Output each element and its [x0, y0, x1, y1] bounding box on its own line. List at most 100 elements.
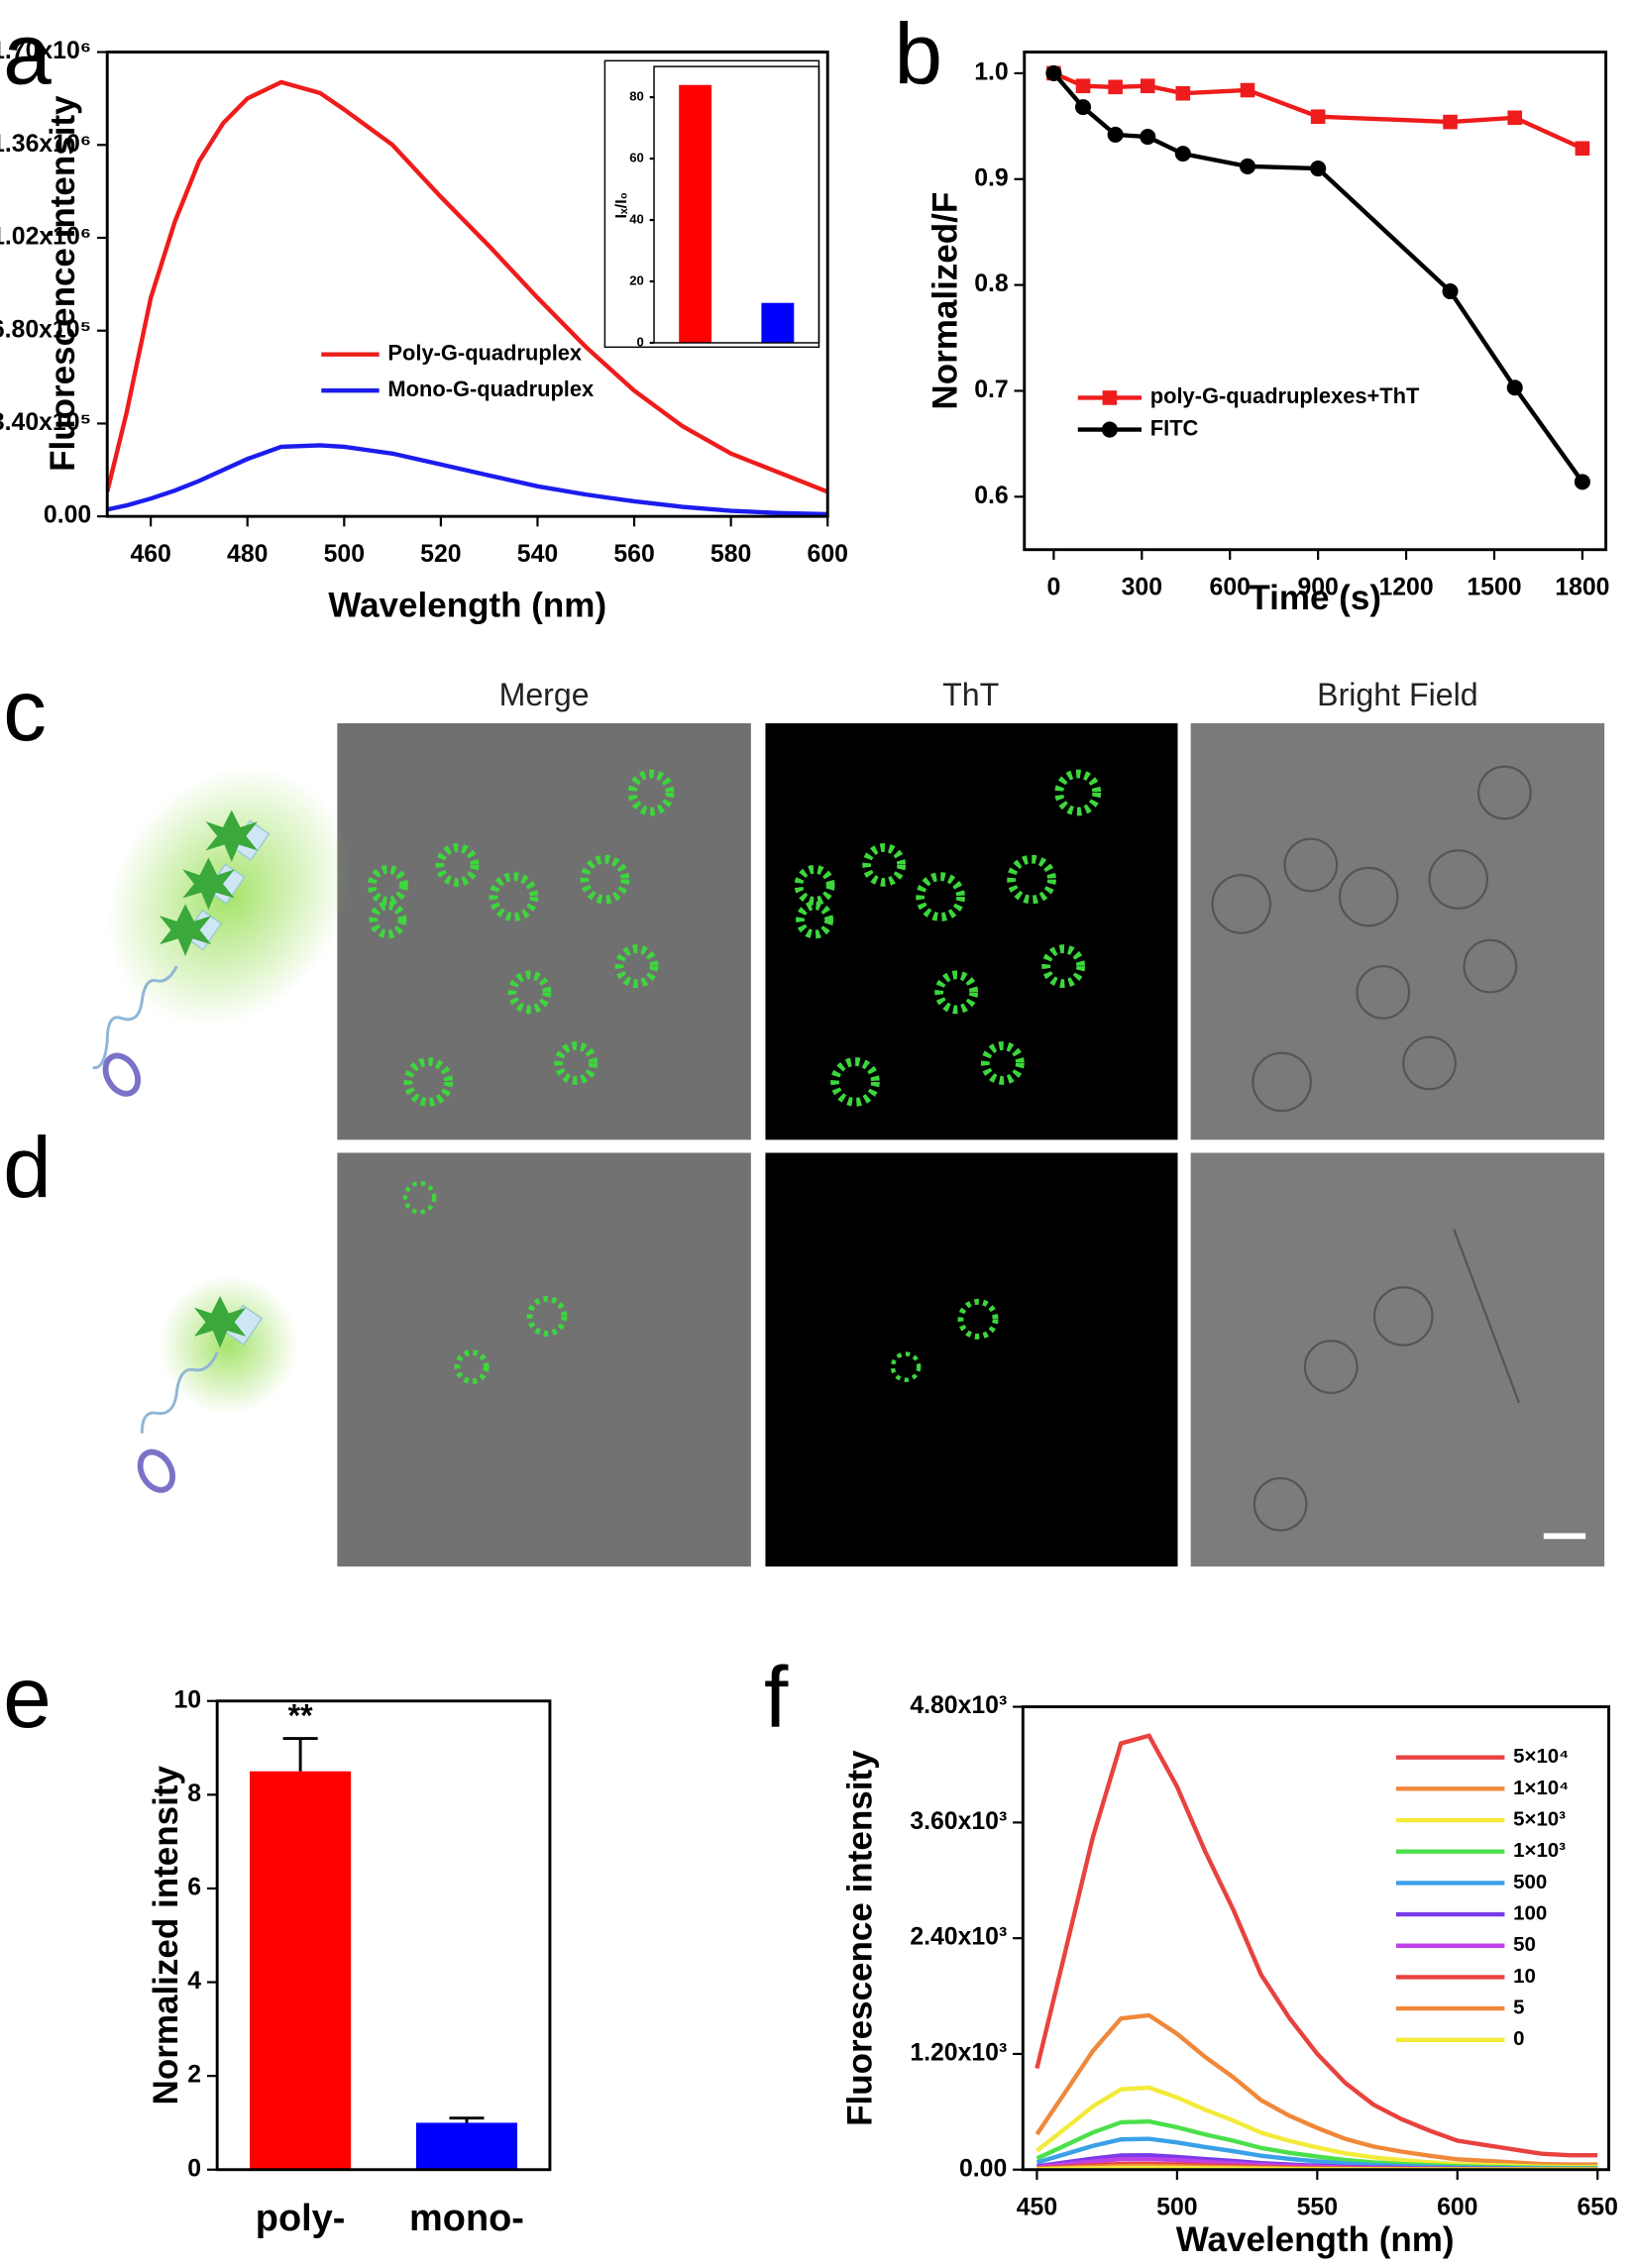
- y-tick-label: 1.70x10⁶: [0, 38, 91, 64]
- point: [1310, 109, 1326, 125]
- point: [1575, 141, 1590, 157]
- y-tick-label: 80: [629, 89, 644, 104]
- x-tick-label: 900: [1297, 575, 1338, 601]
- plot-frame: [215, 1699, 552, 2172]
- legend-label: 0: [1513, 2028, 1524, 2050]
- legend-label: 1×10³: [1513, 1840, 1566, 1862]
- y-tick-label: 1.02x10⁶: [0, 224, 91, 251]
- y-axis-label: Normalized intensity: [147, 1765, 185, 2105]
- inset-frame: [603, 59, 820, 349]
- point: [1310, 161, 1327, 177]
- y-tick-label: 8: [187, 1781, 201, 1807]
- y-tick-label: 0.6: [974, 483, 1008, 509]
- point: [1075, 78, 1091, 94]
- point: [1240, 82, 1255, 98]
- y-tick-label: 4: [187, 1968, 201, 1995]
- merge-image: [337, 722, 751, 1140]
- chart: 0.6 0.7 0.8 0.9 1.0 0 300 600 900 1200 1500 1800 Tim…: [926, 51, 1609, 617]
- bar: [761, 302, 795, 343]
- y-tick-label: 2: [187, 2062, 201, 2089]
- point: [1045, 64, 1062, 81]
- y-axis-label: Fluorescence intensity: [44, 95, 82, 472]
- bright-field-image: [1190, 1152, 1605, 1566]
- x-tick-label: 500: [324, 541, 365, 568]
- y-axis-label: Normalized/F: [926, 192, 965, 410]
- legend-label: Mono-G-quadruplex: [387, 377, 594, 401]
- panel-label: c: [3, 662, 47, 759]
- column-label: Bright Field: [1317, 677, 1477, 712]
- y-tick-label: 1.36x10⁶: [0, 131, 91, 158]
- point: [1443, 114, 1458, 130]
- y-tick-label: 6: [187, 1874, 201, 1900]
- bar: [415, 2122, 518, 2170]
- legend-label: 5: [1513, 1997, 1524, 2018]
- micrographs: [337, 722, 1605, 1566]
- legend-label: FITC: [1150, 415, 1199, 440]
- x-axis-label: Wavelength (nm): [1176, 2220, 1455, 2259]
- annotation: **: [288, 1698, 313, 1734]
- y-tick-label: 1.20x10³: [910, 2039, 1007, 2066]
- y-tick-label: 0.9: [974, 164, 1008, 191]
- legend-label: 100: [1513, 1902, 1547, 1924]
- legend-label: poly-G-quadruplexes+ThT: [1150, 383, 1420, 408]
- point: [1174, 146, 1191, 162]
- point: [1140, 129, 1156, 146]
- x-tick-label: 1200: [1378, 575, 1433, 601]
- legend-marker: [1101, 421, 1118, 438]
- column-label: Merge: [499, 677, 590, 712]
- y-tick-label: 1.0: [974, 58, 1008, 85]
- panel-label: d: [3, 1120, 52, 1217]
- x-tick-label: 580: [710, 541, 751, 568]
- x-tick-label: 0: [1046, 575, 1060, 601]
- panel-label: e: [3, 1649, 52, 1746]
- cell-signal: [367, 769, 1102, 1385]
- chart: 0 20 40 60 80 Iₓ/I₀: [603, 59, 820, 349]
- point: [1239, 158, 1256, 174]
- point: [1108, 79, 1123, 95]
- x-tick-label: 560: [613, 541, 654, 568]
- y-tick-label: 4.80x10³: [910, 1692, 1007, 1719]
- x-tick-label: 540: [517, 541, 558, 568]
- y-tick-label: 10: [174, 1686, 202, 1713]
- legend-label: 1×10⁴: [1513, 1778, 1569, 1799]
- error-bar: [282, 1737, 318, 1772]
- x-tick-label: 450: [1017, 2195, 1057, 2221]
- legend-marker: [1102, 390, 1118, 405]
- y-tick-label: 0.00: [959, 2155, 1007, 2182]
- y-axis-label: Fluorescence intensity: [841, 1750, 880, 2126]
- x-tick-label: 300: [1122, 575, 1162, 601]
- x-tick-label: 480: [227, 541, 268, 568]
- series-line: [1035, 1733, 1598, 2158]
- y-tick-label: 60: [629, 151, 644, 165]
- bar: [679, 84, 712, 343]
- point: [1574, 474, 1590, 490]
- y-tick-label: 3.40x10⁵: [0, 409, 91, 436]
- legend-label: Poly-G-quadruplex: [387, 340, 582, 365]
- point: [1107, 126, 1124, 143]
- merge-image: [337, 1152, 751, 1566]
- x-tick-label: 600: [1210, 575, 1251, 601]
- panel-label: b: [894, 5, 942, 102]
- x-tick-label: poly-: [256, 2198, 346, 2239]
- x-tick-label: 600: [808, 541, 848, 568]
- series-line: [1051, 71, 1584, 484]
- series-line: [107, 443, 828, 517]
- error-bar: [449, 2116, 485, 2123]
- legend-label: 5×10⁴: [1513, 1746, 1569, 1768]
- x-axis-label: Time (s): [1249, 579, 1381, 617]
- x-tick-label: 500: [1156, 2195, 1197, 2221]
- legend-label: 500: [1513, 1872, 1547, 1893]
- legend-label: 5×10³: [1513, 1808, 1566, 1830]
- y-tick-label: 6.80x10⁵: [0, 316, 91, 343]
- column-label: ThT: [942, 677, 999, 712]
- point: [1507, 110, 1523, 126]
- plot-frame: [653, 65, 820, 344]
- bright-field-image: [1190, 722, 1605, 1140]
- plot-frame: [105, 51, 829, 518]
- y-tick-label: 0.7: [974, 377, 1008, 403]
- x-tick-label: 460: [130, 541, 170, 568]
- x-tick-label: 520: [420, 541, 461, 568]
- series-line: [1052, 70, 1583, 151]
- point: [1075, 99, 1092, 116]
